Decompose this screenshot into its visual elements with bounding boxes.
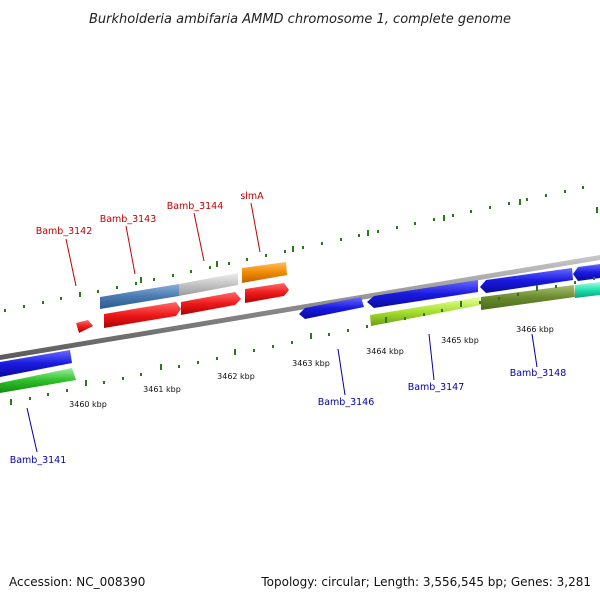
gene-label-bamb-3143[interactable]: Bamb_3143	[100, 214, 157, 225]
gene-bamb-3141-blue[interactable]	[0, 350, 72, 377]
reverse-gene-labels: Bamb_3141 Bamb_3146 Bamb_3147 Bamb_3148	[10, 368, 567, 466]
gene-label-bamb-3147[interactable]: Bamb_3147	[408, 382, 465, 393]
scale-label: 3465 kbp	[441, 336, 479, 345]
gene-bamb-3148-arrow[interactable]	[480, 268, 573, 293]
gene-bamb-3141-green[interactable]	[0, 368, 76, 393]
gene-bamb-3143-arrow[interactable]	[104, 302, 181, 328]
gene-bamb-3142-arrow[interactable]	[76, 320, 93, 333]
reverse-leader-lines	[26, 333, 538, 453]
gene-bamb-3149-teal[interactable]	[575, 282, 600, 298]
gene-label-bamb-3146[interactable]: Bamb_3146	[318, 397, 375, 408]
scale-labels: 3460 kbp 3461 kbp 3462 kbp 3463 kbp 3464…	[69, 325, 554, 409]
gene-label-bamb-3142[interactable]: Bamb_3142	[36, 226, 93, 237]
scale-label: 3462 kbp	[217, 372, 255, 381]
gene-bamb-3144-upper[interactable]	[179, 273, 238, 296]
gene-slma-arrow[interactable]	[245, 283, 289, 303]
gene-label-bamb-3148[interactable]: Bamb_3148	[510, 368, 567, 379]
topology-text: Topology: circular; Length: 3,556,545 bp…	[260, 575, 591, 589]
gene-label-bamb-3144[interactable]: Bamb_3144	[167, 201, 224, 212]
map-title: Burkholderia ambifaria AMMD chromosome 1…	[89, 12, 511, 27]
gene-label-bamb-3141[interactable]: Bamb_3141	[10, 455, 67, 466]
scale-label: 3461 kbp	[143, 385, 181, 394]
scale-label: 3464 kbp	[366, 347, 404, 356]
gene-bamb-3146-arrow[interactable]	[299, 297, 364, 319]
scale-label: 3460 kbp	[69, 400, 107, 409]
scale-label: 3463 kbp	[292, 359, 330, 368]
gene-label-slma[interactable]: slmA	[240, 191, 264, 202]
gene-bamb-3144-arrow[interactable]	[181, 292, 241, 315]
gene-bamb-3147-arrow[interactable]	[367, 280, 478, 308]
accession-text: Accession: NC_008390	[9, 575, 145, 589]
gene-bamb-3143-upper[interactable]	[100, 284, 179, 309]
gene-slma-upper[interactable]	[242, 262, 287, 283]
forward-leader-lines	[65, 202, 261, 287]
forward-tick-row	[4, 186, 598, 312]
gene-bamb-3149-arrow[interactable]	[573, 264, 600, 281]
scale-label: 3466 kbp	[516, 325, 554, 334]
reverse-genes[interactable]	[0, 264, 600, 393]
gene-bamb-3148-olive[interactable]	[481, 285, 575, 310]
reverse-tick-row	[10, 277, 595, 405]
genome-backbone	[0, 255, 600, 360]
forward-gene-labels: Bamb_3142 Bamb_3143 Bamb_3144 slmA	[36, 191, 264, 237]
gene-bamb-3147-lime[interactable]	[370, 297, 481, 326]
forward-genes[interactable]	[76, 262, 289, 333]
